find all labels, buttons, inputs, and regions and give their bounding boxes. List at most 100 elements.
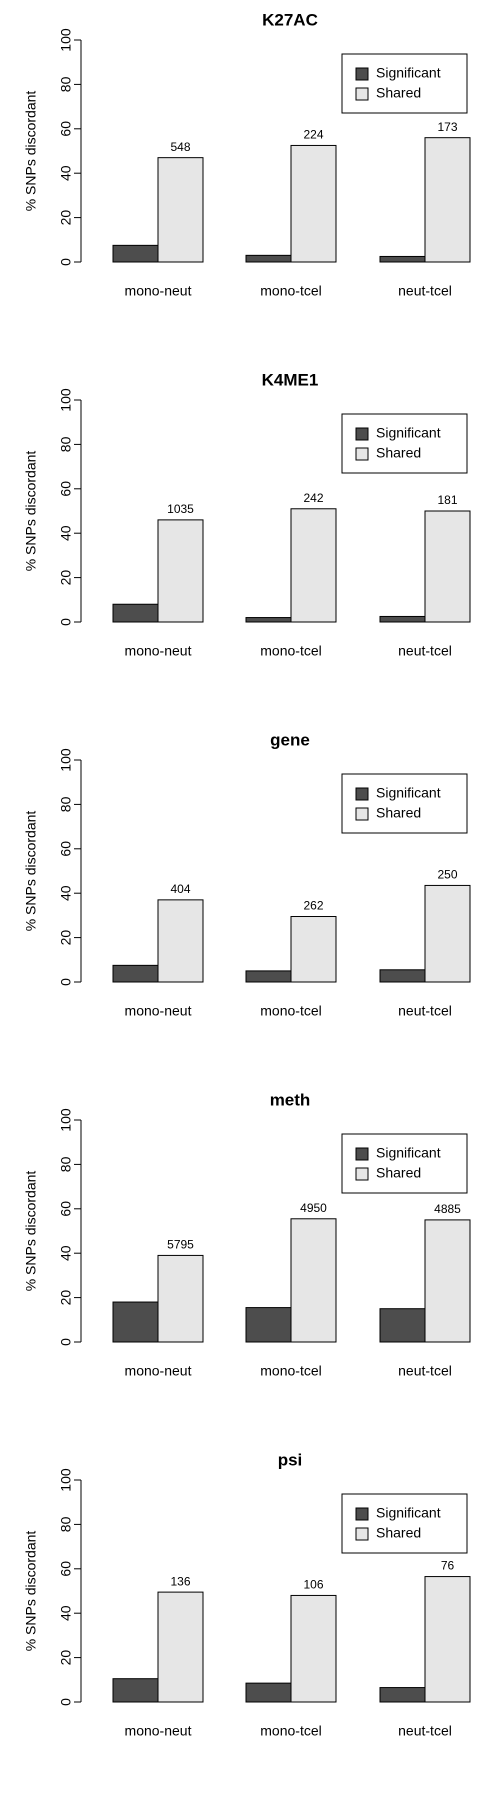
x-tick-label: mono-neut <box>125 643 192 659</box>
y-tick-label: 100 <box>58 28 74 52</box>
x-tick-label: neut-tcel <box>398 283 452 299</box>
y-tick-label: 60 <box>58 121 74 137</box>
bar <box>112 964 159 983</box>
y-axis-label: % SNPs discordant <box>23 1531 39 1652</box>
y-tick-label: 80 <box>58 436 74 452</box>
legend-label: Shared <box>376 805 421 821</box>
bar <box>379 1687 426 1703</box>
legend-swatch <box>355 807 369 821</box>
y-tick-label: 60 <box>58 481 74 497</box>
bar <box>245 1307 292 1343</box>
legend-label: Shared <box>376 445 421 461</box>
bar <box>157 1254 204 1343</box>
x-tick-label: neut-tcel <box>398 1723 452 1739</box>
y-tick-label: 100 <box>58 388 74 412</box>
bar <box>290 144 337 263</box>
bar <box>157 519 204 623</box>
y-tick-label: 80 <box>58 796 74 812</box>
chart-title: gene <box>270 730 310 749</box>
bar <box>424 510 471 623</box>
legend-box <box>341 1133 468 1194</box>
x-tick-label: mono-neut <box>125 283 192 299</box>
chart-title: K27AC <box>262 10 318 29</box>
bar <box>379 615 426 623</box>
x-tick-label: mono-neut <box>125 1363 192 1379</box>
bar-label: 181 <box>437 493 457 507</box>
y-tick-label: 0 <box>58 1698 74 1706</box>
bar <box>245 254 292 263</box>
legend-label: Significant <box>376 425 441 441</box>
x-tick-label: mono-tcel <box>260 1003 321 1019</box>
y-tick-label: 60 <box>58 1201 74 1217</box>
chart-title: psi <box>278 1450 303 1469</box>
y-tick-label: 40 <box>58 885 74 901</box>
x-tick-label: mono-tcel <box>260 283 321 299</box>
bar-label: 548 <box>170 140 190 154</box>
bar <box>245 970 292 983</box>
bar <box>112 244 159 263</box>
legend-swatch <box>355 1147 369 1161</box>
y-tick-label: 100 <box>58 1468 74 1492</box>
bar-label: 242 <box>303 491 323 505</box>
y-tick-label: 80 <box>58 76 74 92</box>
y-tick-label: 0 <box>58 1338 74 1346</box>
bar <box>424 137 471 263</box>
bar <box>290 916 337 983</box>
bar <box>290 1594 337 1703</box>
y-tick-label: 20 <box>58 930 74 946</box>
y-tick-label: 40 <box>58 1245 74 1261</box>
bar <box>112 603 159 623</box>
y-tick-label: 20 <box>58 210 74 226</box>
bar <box>379 1308 426 1343</box>
chart-title: meth <box>270 1090 311 1109</box>
bar-label: 76 <box>441 1559 455 1573</box>
bar-label: 4950 <box>300 1201 327 1215</box>
legend-swatch <box>355 1527 369 1541</box>
y-axis-label: % SNPs discordant <box>23 91 39 212</box>
bar-label: 106 <box>303 1578 323 1592</box>
bar <box>424 1576 471 1703</box>
y-tick-label: 20 <box>58 1650 74 1666</box>
y-tick-label: 0 <box>58 978 74 986</box>
y-tick-label: 100 <box>58 1108 74 1132</box>
y-tick-label: 0 <box>58 258 74 266</box>
bar-label: 224 <box>303 128 323 142</box>
y-tick-label: 80 <box>58 1156 74 1172</box>
bar <box>245 1682 292 1703</box>
bar-label: 262 <box>303 899 323 913</box>
legend-label: Significant <box>376 65 441 81</box>
legend-box <box>341 1493 468 1554</box>
x-tick-label: neut-tcel <box>398 1363 452 1379</box>
y-tick-label: 20 <box>58 1290 74 1306</box>
legend-swatch <box>355 1507 369 1521</box>
bar <box>424 1219 471 1343</box>
x-tick-label: mono-neut <box>125 1003 192 1019</box>
y-tick-label: 40 <box>58 525 74 541</box>
legend-label: Shared <box>376 1525 421 1541</box>
x-tick-label: neut-tcel <box>398 643 452 659</box>
bar <box>290 508 337 623</box>
bar <box>424 884 471 983</box>
bar <box>157 899 204 983</box>
y-tick-label: 0 <box>58 618 74 626</box>
legend-swatch <box>355 87 369 101</box>
legend-box <box>341 53 468 114</box>
x-tick-label: mono-neut <box>125 1723 192 1739</box>
bar <box>379 969 426 983</box>
y-tick-label: 40 <box>58 165 74 181</box>
y-tick-label: 60 <box>58 1561 74 1577</box>
chart-title: K4ME1 <box>262 370 319 389</box>
bar-label: 1035 <box>167 502 194 516</box>
bar <box>379 255 426 263</box>
bar-label: 173 <box>437 120 457 134</box>
legend-swatch <box>355 427 369 441</box>
bar-label: 250 <box>437 868 457 882</box>
bar <box>157 157 204 263</box>
y-tick-label: 40 <box>58 1605 74 1621</box>
bar <box>157 1591 204 1703</box>
legend-swatch <box>355 67 369 81</box>
legend-swatch <box>355 1167 369 1181</box>
bar-label: 4885 <box>434 1202 461 1216</box>
legend-swatch <box>355 447 369 461</box>
